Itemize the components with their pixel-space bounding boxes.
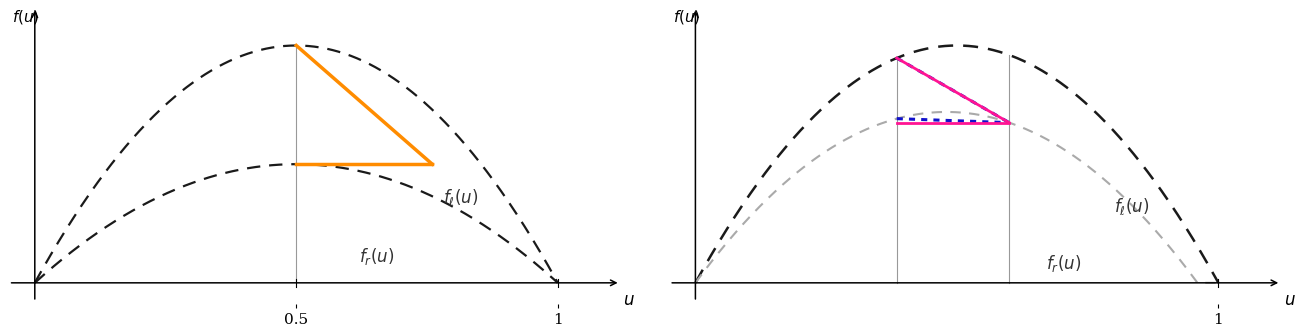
- Text: $f_\ell(u)$: $f_\ell(u)$: [1113, 196, 1150, 217]
- Text: $u$: $u$: [624, 292, 635, 309]
- Text: $f_r(u)$: $f_r(u)$: [359, 246, 395, 267]
- Text: $f(u)$: $f(u)$: [13, 8, 40, 25]
- Text: $f_r(u)$: $f_r(u)$: [1046, 253, 1081, 274]
- Text: $f(u)$: $f(u)$: [673, 8, 700, 25]
- Text: $f_\ell(u)$: $f_\ell(u)$: [443, 187, 478, 208]
- Text: $u$: $u$: [1283, 292, 1295, 309]
